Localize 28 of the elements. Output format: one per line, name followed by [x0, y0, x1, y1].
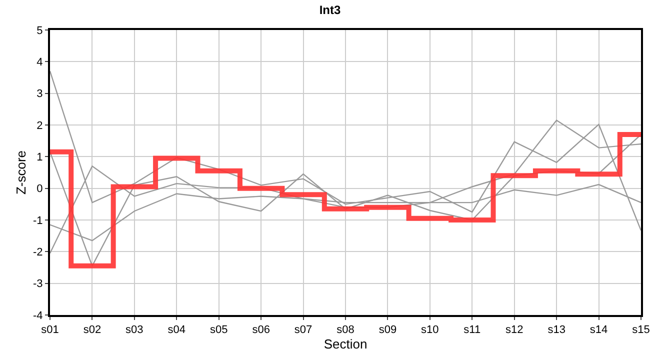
x-tick-label: s12	[505, 324, 524, 336]
y-tick-label: -2	[33, 246, 43, 259]
x-tick-label: s15	[632, 324, 650, 336]
x-tick-label: s07	[294, 324, 312, 336]
y-tick-label: 5	[36, 24, 43, 37]
x-tick-label: s02	[83, 324, 102, 336]
y-axis-title: Z-score	[13, 150, 28, 195]
x-tick-label: s06	[252, 324, 270, 336]
y-tick-label: 4	[36, 56, 43, 69]
y-tick-label: 3	[36, 88, 43, 100]
x-axis-title: Section	[324, 336, 368, 352]
chart-title: Int3	[319, 2, 341, 17]
y-tick-label: -1	[33, 214, 43, 227]
x-tick-label: s09	[378, 324, 397, 336]
y-tick-label: -3	[33, 278, 43, 290]
x-tick-label: s10	[421, 324, 439, 336]
x-tick-label: s13	[548, 324, 566, 336]
x-tick-label: s14	[590, 324, 608, 336]
y-tick-label: -4	[33, 310, 43, 322]
y-tick-label: 1	[36, 152, 43, 164]
x-tick-label: s01	[41, 324, 59, 336]
x-tick-label: s08	[336, 324, 354, 336]
y-tick-label: 2	[36, 120, 43, 132]
x-tick-label: s04	[168, 324, 186, 336]
x-tick-label: s03	[126, 324, 144, 336]
x-tick-label: s05	[210, 324, 228, 336]
y-tick-label: 0	[36, 183, 43, 196]
x-tick-label: s11	[464, 324, 481, 336]
